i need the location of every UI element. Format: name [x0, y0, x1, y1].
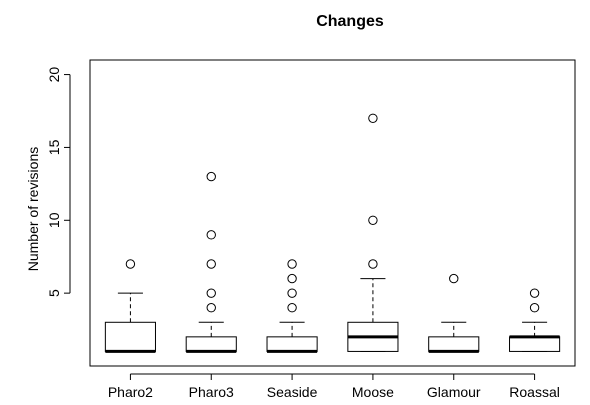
outlier-point [287, 259, 297, 269]
box-pharo3 [185, 171, 237, 353]
x-tick-label: Seaside [267, 384, 318, 400]
y-tick-label: 10 [46, 212, 62, 228]
outlier-point [449, 273, 459, 284]
box-iqr [104, 321, 156, 352]
y-axis: 5 10 15 20 [46, 67, 71, 297]
y-tick-label: 15 [46, 139, 62, 155]
box-glamour [428, 273, 480, 353]
x-axis: Pharo2 Pharo3 Seaside Moose Glamour Roassal [108, 373, 560, 400]
box-iqr [185, 336, 237, 352]
y-axis-title: Number of revisions [25, 147, 41, 272]
x-tick-label: Roassal [509, 384, 560, 400]
outlier-point [206, 171, 216, 182]
x-tick-label: Pharo3 [189, 384, 234, 400]
chart-title: Changes [316, 13, 384, 30]
plot-frame [89, 59, 576, 367]
box-seaside [266, 259, 318, 353]
outlier-point [287, 273, 297, 284]
outlier-point [529, 303, 540, 313]
outlier-point [206, 230, 216, 240]
box-iqr [509, 336, 561, 352]
outlier-point [368, 215, 378, 225]
x-tick-label: Pharo2 [108, 384, 153, 400]
x-tick-label: Moose [352, 384, 394, 400]
box-moose [347, 113, 399, 352]
x-tick-label: Glamour [427, 384, 481, 400]
outlier-point [287, 303, 297, 313]
outlier-point [125, 259, 136, 269]
box-series [104, 113, 561, 353]
box-pharo2 [104, 259, 156, 353]
outlier-point [206, 259, 216, 269]
y-tick-label: 20 [46, 67, 62, 83]
outlier-point [529, 288, 540, 298]
outlier-point [368, 113, 378, 123]
y-tick-label: 5 [46, 289, 62, 297]
box-iqr [428, 336, 480, 352]
outlier-point [287, 288, 297, 298]
outlier-point [206, 303, 216, 313]
outlier-point [368, 259, 378, 269]
box-roassal [509, 288, 561, 352]
box-iqr [266, 336, 318, 352]
outlier-point [206, 288, 216, 298]
